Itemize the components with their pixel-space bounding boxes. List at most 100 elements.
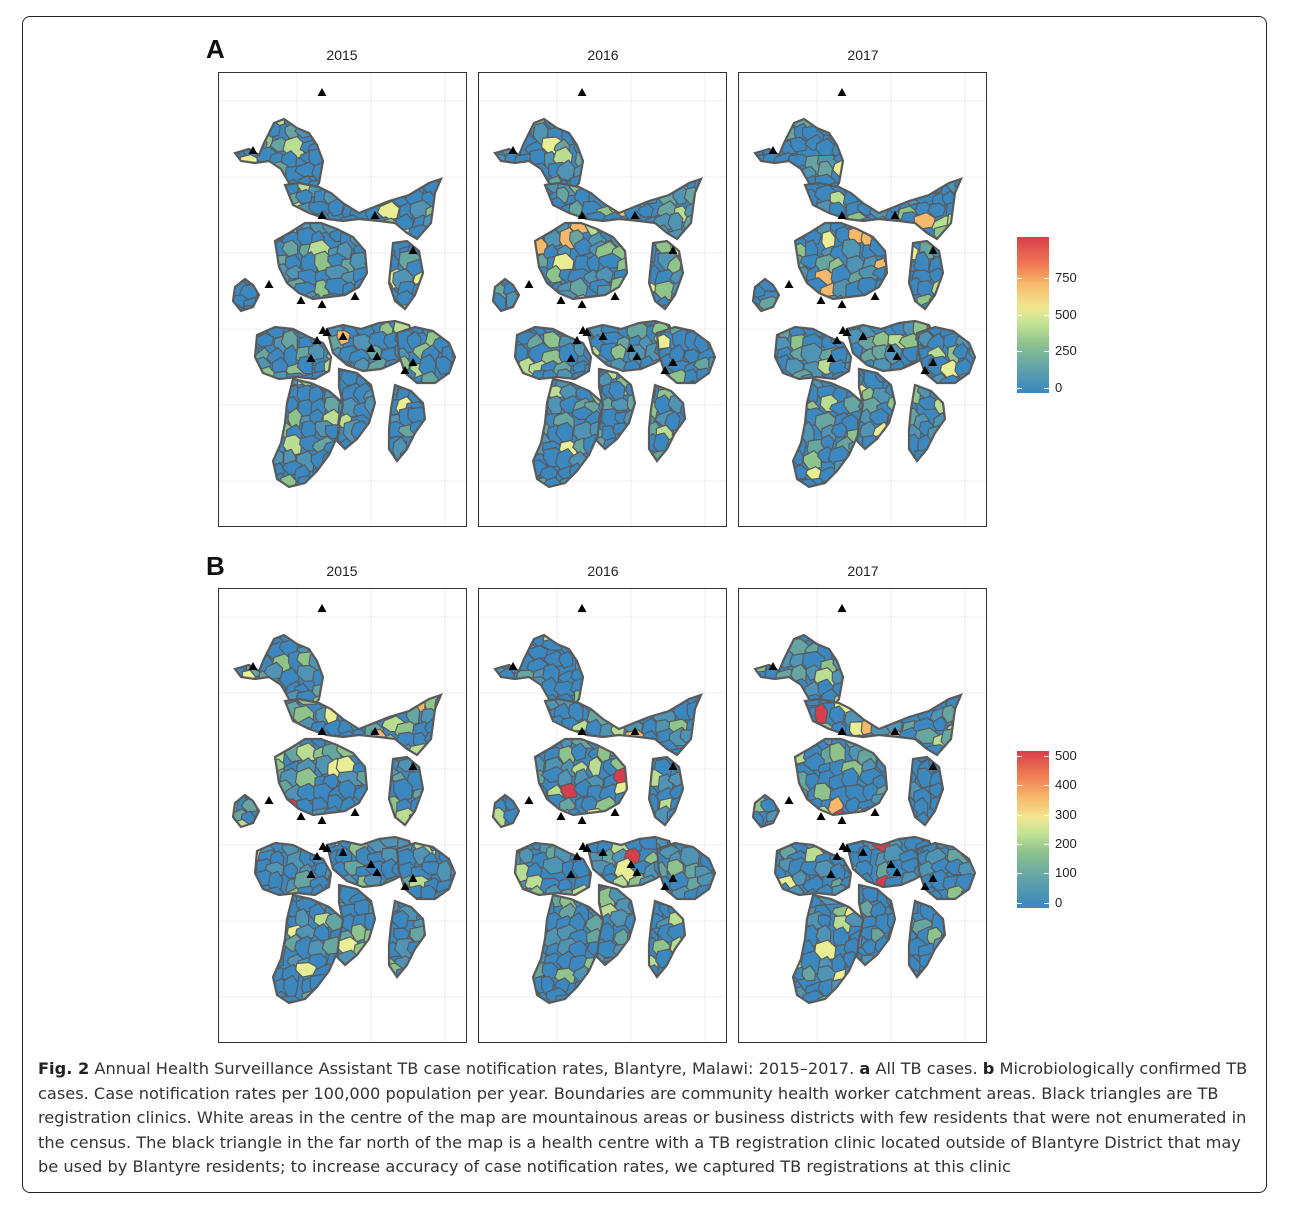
catchment-area	[244, 387, 259, 407]
catchment-area	[340, 110, 358, 127]
catchment-area	[421, 486, 436, 505]
catchment-area	[381, 478, 399, 495]
catchment-area	[408, 114, 421, 129]
catchment-area	[258, 175, 276, 192]
catchment-area	[378, 109, 396, 125]
catchment-area	[437, 227, 459, 251]
catchment-area	[225, 344, 246, 362]
catchment-area	[395, 138, 416, 155]
catchment-area	[287, 407, 303, 430]
catchment-area	[434, 152, 453, 175]
catchment-area	[449, 201, 467, 223]
catchment-area	[225, 490, 247, 508]
catchment-area	[394, 147, 417, 165]
catchment-area	[259, 239, 275, 262]
catchment-area	[370, 257, 388, 280]
catchment-area	[226, 193, 246, 215]
catchment-area	[406, 165, 427, 184]
catchment-area	[410, 136, 429, 149]
catchment-area	[424, 448, 438, 463]
catchment-area	[256, 280, 277, 303]
catchment-area	[253, 189, 276, 205]
catchment-area	[364, 168, 384, 188]
catchment-area	[451, 473, 467, 493]
catchment-area	[238, 335, 254, 352]
catchment-area	[451, 153, 468, 178]
catchment-area	[453, 152, 467, 174]
catchment-area	[364, 281, 382, 304]
catchment-area	[326, 127, 341, 145]
catchment-area	[427, 309, 443, 326]
catchment-area	[448, 136, 467, 159]
catchment-area	[440, 293, 454, 311]
catchment-area	[371, 448, 386, 469]
catchment-area	[408, 465, 430, 486]
catchment-area	[451, 459, 467, 477]
catchment-area	[239, 372, 252, 389]
catchment-area	[452, 330, 467, 347]
catchment-area	[253, 446, 270, 464]
catchment-area	[254, 201, 275, 221]
catchment-area	[452, 321, 467, 343]
catchment-area	[252, 426, 266, 440]
catchment-area	[409, 453, 431, 475]
catchment-area	[258, 377, 277, 399]
catchment-area	[369, 179, 385, 199]
catchment-area	[399, 162, 418, 184]
catchment-area	[427, 271, 441, 292]
catchment-area	[379, 111, 399, 133]
catchment-area	[244, 420, 264, 439]
catchment-area	[251, 204, 272, 218]
catchment-area	[394, 123, 413, 144]
catchment-area	[232, 178, 251, 191]
catchment-area	[414, 128, 432, 152]
catchment-area	[358, 111, 379, 132]
catchment-area	[398, 116, 421, 139]
catchment-area	[425, 122, 447, 142]
catchment-area	[368, 280, 382, 299]
catchment-area	[427, 433, 442, 449]
catchment-area	[336, 140, 359, 159]
panel-a-label: A	[206, 34, 225, 65]
catchment-area	[269, 199, 290, 215]
catchment-area	[426, 280, 448, 303]
catchment-area	[435, 140, 452, 162]
catchment-area	[438, 108, 458, 121]
catchment-area	[255, 384, 276, 400]
catchment-area	[365, 280, 383, 303]
catchment-area	[370, 425, 389, 441]
catchment-area	[244, 180, 267, 195]
catchment-area	[228, 320, 248, 340]
catchment-area	[442, 269, 455, 284]
catchment-area	[438, 215, 454, 238]
catchment-area	[409, 160, 426, 181]
catchment-area	[450, 433, 467, 453]
catchment-area	[370, 163, 385, 187]
catchment-area	[242, 244, 266, 260]
catchment-area	[358, 127, 373, 142]
catchment-area	[449, 434, 468, 451]
catchment-area	[225, 310, 245, 328]
catchment-area	[393, 477, 415, 490]
catchment-area	[397, 127, 412, 148]
catchment-area	[240, 369, 257, 391]
catchment-area	[448, 471, 467, 487]
catchment-area	[352, 110, 369, 125]
catchment-area	[340, 129, 360, 150]
catchment-area	[451, 256, 467, 271]
catchment-area	[453, 244, 467, 260]
catchment-area	[453, 399, 467, 419]
catchment-area	[245, 224, 259, 240]
catchment-area	[382, 492, 399, 511]
catchment-area	[448, 258, 463, 274]
catchment-area	[343, 448, 359, 468]
catchment-area	[238, 396, 258, 419]
catchment-area	[382, 468, 399, 488]
catchment-area	[231, 388, 253, 402]
catchment-area	[256, 192, 271, 210]
catchment-area	[364, 309, 384, 323]
catchment-area	[270, 303, 287, 322]
catchment-area	[454, 141, 467, 163]
catchment-area	[243, 179, 264, 193]
catchment-area	[450, 463, 465, 479]
